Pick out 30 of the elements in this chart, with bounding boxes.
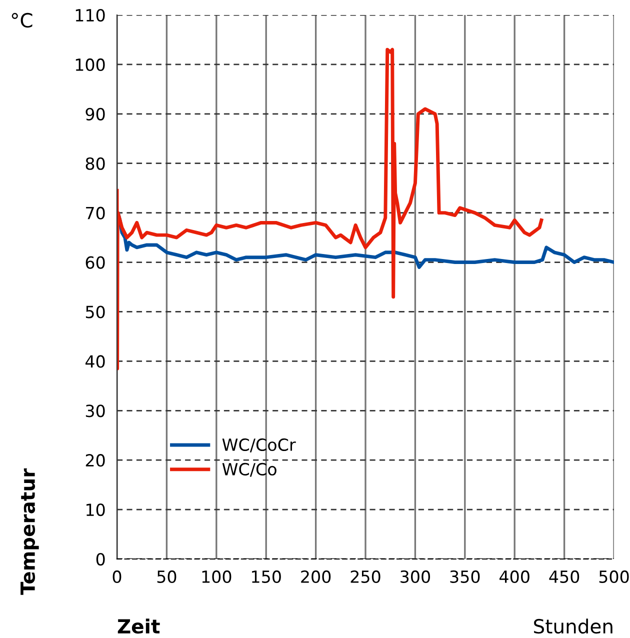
- x-tick-label: 300: [400, 570, 430, 584]
- y-tick-label: 80: [86, 157, 105, 170]
- y-tick-label: 0: [96, 552, 105, 566]
- y-tick-label: 100: [76, 58, 105, 72]
- y-tick-label: 10: [86, 504, 105, 516]
- line-series: [117, 48, 544, 370]
- x-tick-label: 350: [450, 570, 480, 584]
- y-tick-label: 60: [86, 256, 105, 269]
- text: Stunden: [534, 618, 612, 634]
- y-tick-label: 40: [85, 355, 105, 368]
- x-tick-label: 200: [301, 570, 331, 584]
- y-tick-label: 110: [76, 8, 105, 22]
- legend-label: WC/CoCr: [222, 438, 296, 452]
- y-tick-label: 90: [86, 108, 105, 120]
- x-tick-label: 250: [350, 570, 380, 584]
- x-tick-label: 100: [202, 570, 232, 584]
- y-tick-label: 70: [86, 206, 105, 220]
- x-tick-label: 50: [157, 570, 176, 584]
- x-tick-label: 500: [599, 570, 629, 584]
- legend-label: WC/Co: [222, 462, 276, 477]
- x-axis-title: Zeit: [118, 618, 160, 634]
- x-tick-label: 150: [252, 570, 281, 584]
- x-tick-label: 0: [112, 570, 122, 584]
- x-tick-label: 450: [549, 570, 580, 584]
- y-tick-label: 50: [86, 306, 105, 318]
- text: °C: [12, 12, 32, 28]
- x-tick-label: 400: [500, 570, 530, 584]
- y-axis-title: Temperatur: [20, 468, 39, 595]
- y-tick-label: 30: [86, 404, 105, 418]
- y-tick-label: 20: [86, 454, 105, 467]
